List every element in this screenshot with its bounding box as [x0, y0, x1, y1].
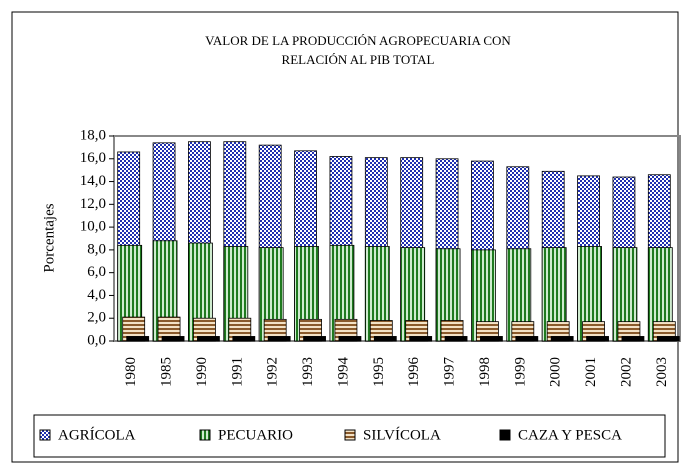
bar: [197, 336, 220, 342]
bar: [267, 336, 291, 342]
legend-label: SILVÍCOLA: [363, 426, 441, 443]
x-tick-label: 1985: [159, 357, 175, 387]
y-tick-label: 18,0: [80, 127, 106, 143]
chart-subtitle: RELACIÓN AL PIB TOTAL: [282, 52, 435, 67]
y-axis-label: Porcentajes: [41, 203, 57, 272]
legend-swatch: [344, 429, 356, 441]
bar: [161, 336, 185, 342]
x-tick-label: 1996: [406, 357, 422, 388]
bar: [303, 336, 326, 342]
bar: [480, 336, 503, 342]
bar: [550, 336, 574, 342]
bar: [126, 336, 150, 342]
legend-swatch: [199, 429, 211, 441]
legend-label: CAZA Y PESCA: [518, 427, 622, 443]
bar: [338, 336, 362, 342]
chart-title: VALOR DE LA PRODUCCIÓN AGROPECUARIA CON: [205, 33, 511, 48]
y-tick-label: 0,0: [87, 332, 106, 348]
legend-label: AGRÍCOLA: [58, 426, 136, 443]
bar: [621, 336, 645, 342]
x-tick-label: 1997: [442, 357, 458, 388]
x-tick-label: 1998: [477, 357, 493, 387]
x-tick-label: 2001: [583, 357, 599, 387]
bar: [232, 336, 256, 342]
x-tick-label: 1993: [300, 357, 316, 387]
y-tick-label: 10,0: [80, 219, 106, 235]
legend-swatch: [499, 429, 511, 441]
x-tick-label: 1995: [371, 357, 387, 387]
bar: [409, 336, 433, 342]
bar: [515, 336, 539, 342]
y-tick-label: 6,0: [87, 264, 106, 280]
y-tick-label: 8,0: [87, 241, 106, 257]
x-tick-label: 2000: [548, 357, 564, 387]
bar: [373, 336, 397, 342]
x-tick-label: 1990: [194, 357, 210, 387]
plot-frame: [113, 135, 681, 342]
bar: [586, 336, 609, 342]
y-tick-label: 12,0: [80, 196, 106, 212]
x-tick-label: 1992: [265, 357, 281, 387]
y-tick-label: 2,0: [87, 310, 106, 326]
bar: [656, 336, 680, 342]
x-tick-label: 2002: [618, 357, 634, 387]
x-tick-label: 1999: [512, 357, 528, 387]
x-tick-label: 1994: [335, 357, 351, 388]
legend-swatch: [39, 429, 51, 441]
y-tick-label: 4,0: [87, 287, 106, 303]
y-tick-label: 14,0: [80, 173, 106, 189]
legend-label: PECUARIO: [218, 427, 293, 443]
y-tick-label: 16,0: [80, 150, 106, 166]
x-tick-label: 2003: [654, 357, 670, 387]
bar: [444, 336, 468, 342]
x-tick-label: 1991: [229, 357, 245, 387]
x-tick-label: 1980: [123, 357, 139, 387]
